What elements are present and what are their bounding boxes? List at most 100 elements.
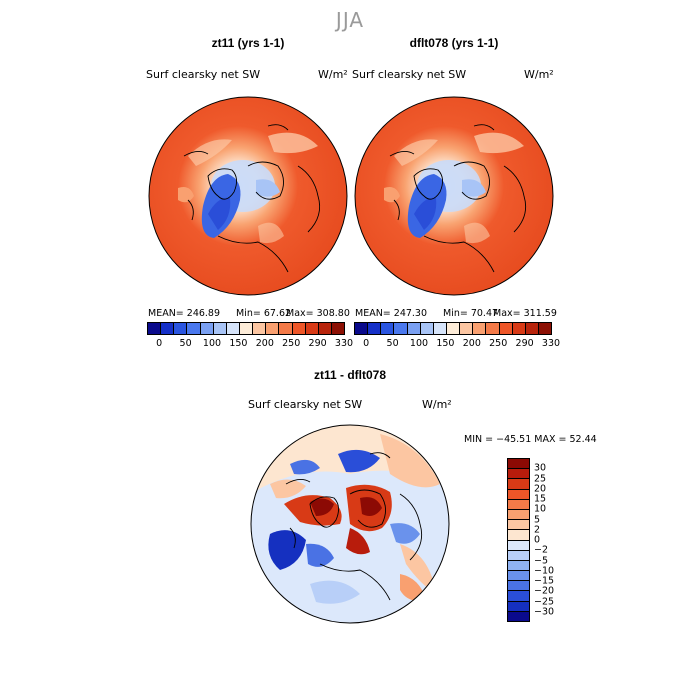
map-diff [250,424,450,624]
colorbar-tick-label-diff: −5 [534,555,549,566]
min-stat-left: Min= 67.62 [236,308,292,319]
colorbar-swatch-diff [508,520,529,531]
colorbar-tick-label-right: 150 [436,338,455,349]
colorbar-diff [507,458,530,622]
colorbar-tick-label-diff: −10 [534,565,555,577]
colorbar-swatch-diff [508,540,529,551]
min-stat-right: Min= 70.47 [443,308,499,319]
colorbar-tick-label-diff: 25 [534,473,547,484]
colorbar-swatch-right [499,323,513,334]
colorbar-tick-label-diff: −25 [534,596,555,607]
colorbar-tick-label-left: 50 [179,338,192,349]
mean-stat-left: MEAN= 246.89 [148,308,221,319]
colorbar-swatch-right [446,323,461,334]
colorbar-tick-label-diff: −2 [534,544,549,556]
colorbar-swatch-left [148,323,162,334]
colorbar-swatch-diff [508,530,529,541]
colorbar-swatch-left [253,323,267,334]
colorbar-swatch-diff [508,509,529,521]
colorbar-swatch-diff [508,591,529,602]
colorbar-swatch-diff [508,571,529,582]
colorbar-swatch-left [318,323,332,334]
diff-title: zt11 - dflt078 [313,368,387,382]
colorbar-swatch-right [486,323,500,334]
diff-units-label: W/m² [422,398,452,411]
colorbar-tick-label-right: 200 [462,338,481,349]
colorbar-swatch-right [525,323,539,334]
colorbar-swatch-diff [508,499,529,510]
colorbar-swatch-left [187,323,201,334]
colorbar-swatch-right [355,323,369,334]
diff-minmax: MIN = −45.51 MAX = 52.44 [464,434,597,445]
colorbar-swatch-right [433,323,447,334]
colorbar-swatch-right [512,323,526,334]
colorbar-swatch-left [174,323,188,334]
colorbar-swatch-diff [508,489,529,500]
colorbar-tick-label-diff: 20 [534,483,547,495]
colorbar-swatch-diff [508,581,529,592]
colorbar-tick-label-left: 0 [156,338,163,349]
mean-stat-right: MEAN= 247.30 [355,308,428,319]
variable-label-left: Surf clearsky net SW [146,68,261,81]
colorbar-tick-label-left: 200 [255,338,274,349]
colorbar-tick-label-left: 290 [308,338,327,349]
colorbar-tick-label-right: 100 [409,338,429,349]
colorbar-swatch-right [538,323,552,334]
colorbar-swatch-right [460,323,474,334]
colorbar-right [354,322,552,335]
colorbar-swatch-left [239,323,254,334]
colorbar-tick-label-right: 50 [386,338,399,349]
panel-title-right: dflt078 (yrs 1-1) [409,36,499,50]
colorbar-swatch-diff [508,550,529,561]
colorbar-tick-label-right: 0 [363,338,370,349]
colorbar-tick-label-right: 330 [541,338,561,349]
variable-label-right: Surf clearsky net SW [352,68,467,81]
colorbar-tick-label-diff: 15 [534,493,547,505]
colorbar-left [147,322,345,335]
colorbar-tick-label-diff: 0 [534,534,541,546]
colorbar-swatch-diff [508,469,529,480]
colorbar-tick-label-right: 290 [515,338,534,349]
colorbar-tick-label-left: 150 [229,338,248,349]
max-stat-right: Max= 311.59 [493,308,557,319]
colorbar-tick-label-right: 250 [489,338,508,349]
map-right [354,96,554,296]
colorbar-swatch-diff [508,560,529,572]
colorbar-swatch-left [331,323,345,334]
colorbar-tick-label-diff: 5 [534,514,541,525]
colorbar-swatch-left [226,323,240,334]
colorbar-swatch-left [292,323,306,334]
colorbar-swatch-left [279,323,293,334]
colorbar-tick-label-diff: −20 [534,585,555,597]
colorbar-tick-label-diff: 30 [534,462,547,474]
season-title: JJA [335,8,365,32]
panel-title-left: zt11 (yrs 1-1) [211,36,285,50]
colorbar-tick-label-diff: −30 [534,606,555,618]
colorbar-tick-label-diff: 10 [534,503,547,515]
colorbar-swatch-diff [508,479,529,490]
colorbar-tick-label-left: 250 [282,338,301,349]
colorbar-swatch-right [473,323,487,334]
colorbar-tick-label-diff: 2 [534,524,541,536]
colorbar-tick-label-left: 330 [334,338,354,349]
units-label-right: W/m² [524,68,554,81]
units-label-left: W/m² [318,68,348,81]
colorbar-swatch-diff [508,611,529,621]
colorbar-swatch-right [381,323,395,334]
colorbar-swatch-right [407,323,421,334]
colorbar-swatch-diff [508,459,529,470]
colorbar-tick-label-diff: −15 [534,575,555,587]
colorbar-swatch-left [200,323,214,334]
colorbar-swatch-left [213,323,227,334]
colorbar-swatch-right [368,323,382,334]
colorbar-swatch-right [420,323,434,334]
diff-variable-label: Surf clearsky net SW [248,398,363,411]
max-stat-left: Max= 308.80 [286,308,350,319]
map-left [148,96,348,296]
colorbar-tick-label-left: 100 [202,338,222,349]
colorbar-swatch-left [305,323,319,334]
colorbar-swatch-right [394,323,408,334]
colorbar-swatch-diff [508,601,529,612]
colorbar-swatch-left [161,323,175,334]
colorbar-swatch-left [266,323,280,334]
